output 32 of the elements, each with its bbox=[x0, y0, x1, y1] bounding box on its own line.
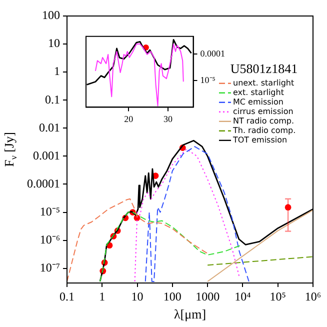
y-tick-label: 0.01 bbox=[39, 120, 60, 134]
y-axis-title: Fν [Jy] bbox=[1, 132, 18, 167]
x-tick-label: 10⁶ bbox=[304, 289, 322, 304]
x-tick-label: 10⁵ bbox=[270, 289, 286, 304]
y-tick-label: 100 bbox=[42, 8, 60, 22]
legend-title: U5801z1841 bbox=[230, 60, 298, 76]
y2-tick-label: 0.0001 bbox=[200, 48, 225, 59]
x-tick-label: 10 bbox=[131, 289, 144, 304]
legend-label: unext. starlight bbox=[233, 78, 294, 88]
x-tick-label: 0.1 bbox=[60, 289, 74, 304]
x-tick-label: 30 bbox=[164, 114, 174, 124]
y-tick-label: 10⁻⁶ bbox=[40, 232, 60, 246]
legend-label: MC emission bbox=[233, 97, 284, 106]
legend-label: cirrus emission bbox=[233, 106, 294, 116]
legend-label: NT radio comp. bbox=[233, 116, 294, 126]
x-tick-label: 1000 bbox=[196, 289, 220, 304]
x-tick-label: 20 bbox=[124, 114, 134, 124]
x-axis-title: λ[μm] bbox=[174, 306, 206, 322]
legend-label: TOT emission bbox=[232, 135, 288, 144]
y-tick-label: 0.0001 bbox=[27, 176, 60, 190]
y-tick-label: 1 bbox=[54, 64, 60, 78]
legend-label: Th. radio comp. bbox=[232, 126, 296, 135]
y-tick-label: 0.1 bbox=[45, 92, 60, 106]
y2-tick-label: 10⁻⁵ bbox=[200, 74, 216, 85]
x-tick-label: 1 bbox=[99, 289, 106, 304]
x-tick-label: 10⁴ bbox=[234, 289, 251, 304]
legend-label: ext. starlight bbox=[233, 88, 284, 97]
y-tick-label: 10⁻⁷ bbox=[40, 260, 60, 274]
y-tick-label: 10 bbox=[48, 36, 60, 50]
x-tick-label: 100 bbox=[163, 289, 182, 304]
y-tick-label: 0.001 bbox=[33, 148, 60, 162]
y-tick-label: 10⁻⁵ bbox=[40, 204, 60, 218]
